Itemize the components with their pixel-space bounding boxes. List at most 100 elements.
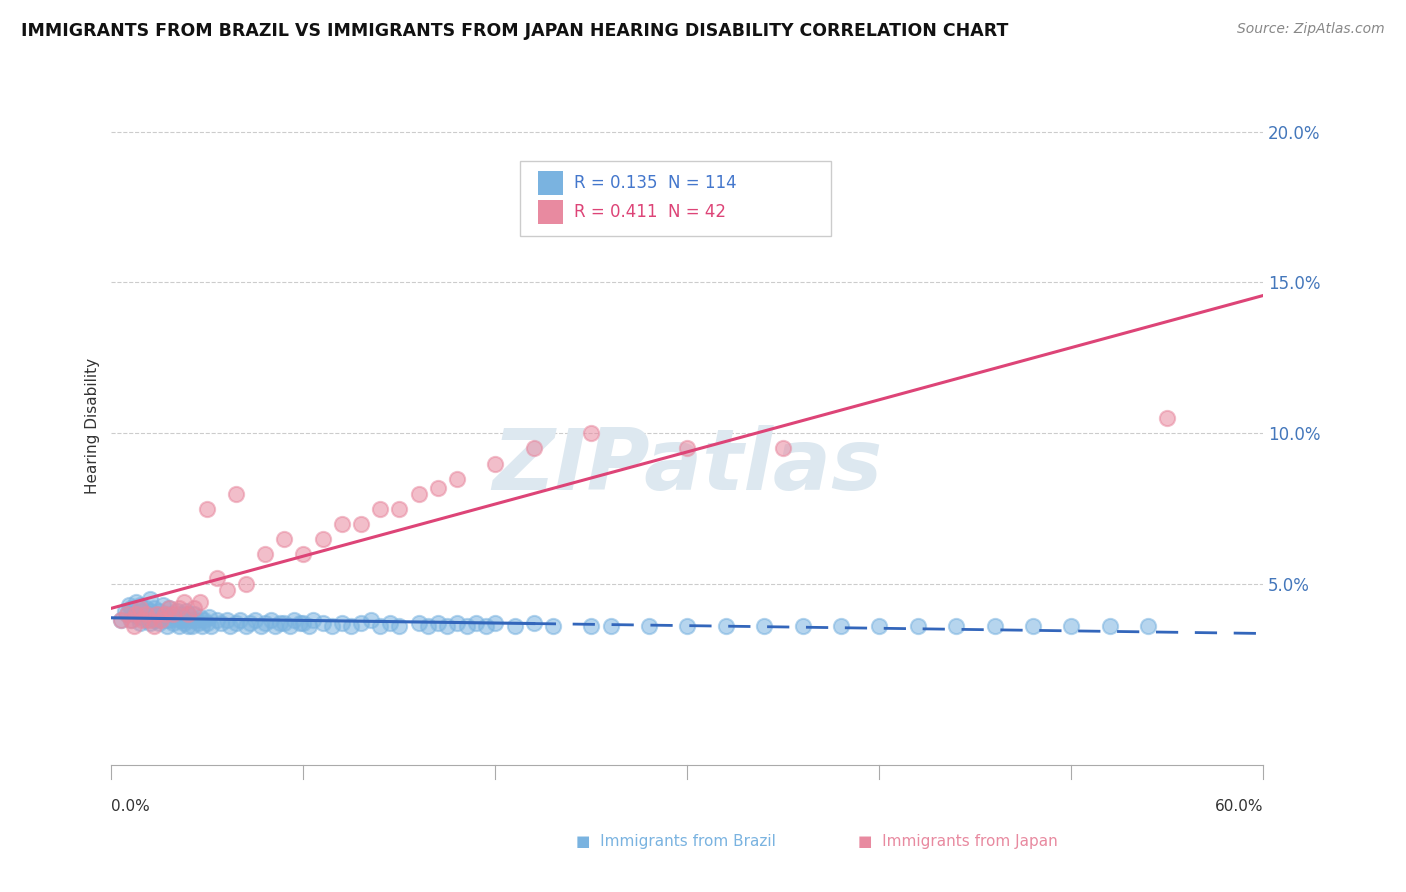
Text: 60.0%: 60.0% xyxy=(1215,799,1264,814)
Point xyxy=(253,547,276,561)
Point xyxy=(225,616,247,631)
Point xyxy=(177,607,200,622)
Point xyxy=(200,619,222,633)
Point xyxy=(193,614,215,628)
Point xyxy=(436,619,458,633)
Point xyxy=(179,614,201,628)
Point xyxy=(302,614,325,628)
Point xyxy=(426,616,449,631)
Point xyxy=(115,607,138,622)
Point xyxy=(945,619,967,633)
Point xyxy=(269,616,291,631)
Point xyxy=(205,614,228,628)
Bar xyxy=(537,201,562,224)
Point xyxy=(167,614,190,628)
Point xyxy=(219,619,242,633)
Point xyxy=(160,607,183,622)
Point xyxy=(148,604,170,618)
Point xyxy=(465,616,488,631)
Point xyxy=(141,610,163,624)
Point xyxy=(330,616,353,631)
Point xyxy=(187,616,209,631)
Point xyxy=(131,604,153,618)
Point xyxy=(250,619,273,633)
Point xyxy=(418,619,440,633)
Point xyxy=(215,583,238,598)
Point xyxy=(484,457,506,471)
Point xyxy=(153,607,176,622)
Point xyxy=(131,614,153,628)
Point xyxy=(456,619,478,633)
Point xyxy=(868,619,890,633)
Point xyxy=(321,619,343,633)
Point xyxy=(475,619,498,633)
Point xyxy=(136,607,159,622)
Point xyxy=(183,607,205,622)
Point xyxy=(148,616,170,631)
Point xyxy=(174,604,197,618)
Point xyxy=(676,442,699,456)
Point xyxy=(172,614,194,628)
Text: Source: ZipAtlas.com: Source: ZipAtlas.com xyxy=(1237,22,1385,37)
Y-axis label: Hearing Disability: Hearing Disability xyxy=(86,358,100,494)
Point xyxy=(156,619,179,633)
Point xyxy=(169,607,191,622)
Point xyxy=(292,616,315,631)
Point xyxy=(124,607,146,622)
Point xyxy=(120,601,142,615)
Point xyxy=(245,614,267,628)
Point xyxy=(388,619,411,633)
Point xyxy=(754,619,776,633)
Point xyxy=(340,619,363,633)
Point xyxy=(157,601,180,615)
Point xyxy=(152,599,174,613)
Point xyxy=(350,616,373,631)
Point xyxy=(129,601,152,615)
Point xyxy=(167,619,190,633)
Point xyxy=(253,616,276,631)
Point xyxy=(120,614,142,628)
Point xyxy=(426,481,449,495)
Point xyxy=(503,619,526,633)
Point xyxy=(235,577,257,591)
Point xyxy=(229,614,252,628)
Point xyxy=(408,616,430,631)
Point xyxy=(135,607,157,622)
Point xyxy=(330,516,353,531)
Text: R = 0.411  N = 42: R = 0.411 N = 42 xyxy=(575,203,727,221)
Point xyxy=(110,614,132,628)
Point xyxy=(150,614,173,628)
Point xyxy=(150,610,173,624)
Point xyxy=(1022,619,1045,633)
Point xyxy=(581,426,603,441)
Point xyxy=(181,619,204,633)
Point xyxy=(599,619,621,633)
Point xyxy=(283,614,305,628)
Text: R = 0.135  N = 114: R = 0.135 N = 114 xyxy=(575,174,737,192)
Point xyxy=(135,601,157,615)
Point xyxy=(157,614,180,628)
Point xyxy=(830,619,852,633)
Point xyxy=(541,619,564,633)
Text: IMMIGRANTS FROM BRAZIL VS IMMIGRANTS FROM JAPAN HEARING DISABILITY CORRELATION C: IMMIGRANTS FROM BRAZIL VS IMMIGRANTS FRO… xyxy=(21,22,1008,40)
Point xyxy=(129,616,152,631)
Point xyxy=(907,619,929,633)
Text: ■  Immigrants from Brazil: ■ Immigrants from Brazil xyxy=(576,834,776,849)
Point xyxy=(446,616,468,631)
Point xyxy=(378,616,401,631)
Point xyxy=(581,619,603,633)
Point xyxy=(153,614,176,628)
Point xyxy=(125,595,148,609)
Point xyxy=(638,619,661,633)
Point xyxy=(139,592,162,607)
Point xyxy=(188,595,211,609)
Point xyxy=(292,547,315,561)
Point xyxy=(239,616,262,631)
Point xyxy=(173,595,195,609)
Point xyxy=(139,604,162,618)
Point xyxy=(523,616,546,631)
Point xyxy=(288,616,311,631)
Point xyxy=(135,614,157,628)
Point xyxy=(446,472,468,486)
Point xyxy=(162,616,184,631)
